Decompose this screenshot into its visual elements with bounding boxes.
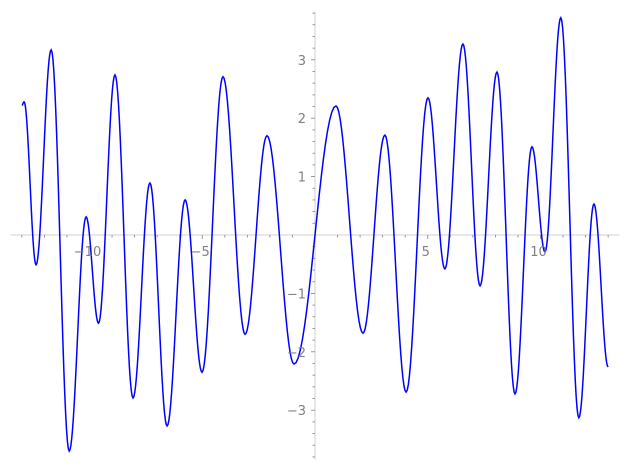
x-tick-label: −10 (74, 245, 101, 260)
y-tick-label: 1 (298, 171, 306, 186)
x-tick-label: 5 (422, 245, 430, 260)
y-tick-label: 2 (298, 112, 306, 127)
y-tick-label: −1 (287, 287, 306, 302)
x-tick-label: 10 (530, 245, 547, 260)
x-tick-label: −5 (191, 245, 210, 260)
y-tick-label: −2 (287, 346, 306, 361)
tick-labels: −10 −5 5 10 −3 −2 −1 1 2 3 (74, 54, 547, 419)
y-tick-label: 3 (298, 54, 306, 69)
series-line (21, 15, 609, 453)
y-tick-label: −3 (287, 404, 306, 419)
